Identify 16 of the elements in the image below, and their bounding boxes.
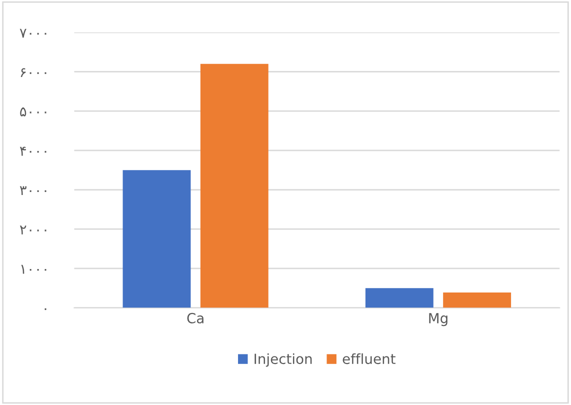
- legend-label: Injection: [254, 353, 312, 367]
- legend-label: effluent: [342, 353, 396, 364]
- y-tick-label: ۵۰۰۰: [20, 107, 46, 116]
- bar: [365, 288, 434, 308]
- y-tick-label: ۴۰۰۰: [20, 146, 46, 156]
- y-tick-label: ۰: [44, 308, 46, 310]
- bar: [200, 64, 268, 308]
- y-tick-label: ۳۰۰۰: [20, 186, 46, 196]
- y-tick-label: ۶۰۰۰: [20, 68, 46, 78]
- y-tick-label: ۷۰۰۰: [20, 28, 46, 38]
- x-tick-label: Ca: [187, 312, 204, 324]
- bar: [443, 292, 512, 308]
- bar: [122, 170, 191, 308]
- x-tick-label: Mg: [429, 313, 448, 326]
- y-tick-label: ۲۰۰۰: [20, 226, 46, 234]
- y-tick-label: ۱۰۰۰: [21, 264, 46, 274]
